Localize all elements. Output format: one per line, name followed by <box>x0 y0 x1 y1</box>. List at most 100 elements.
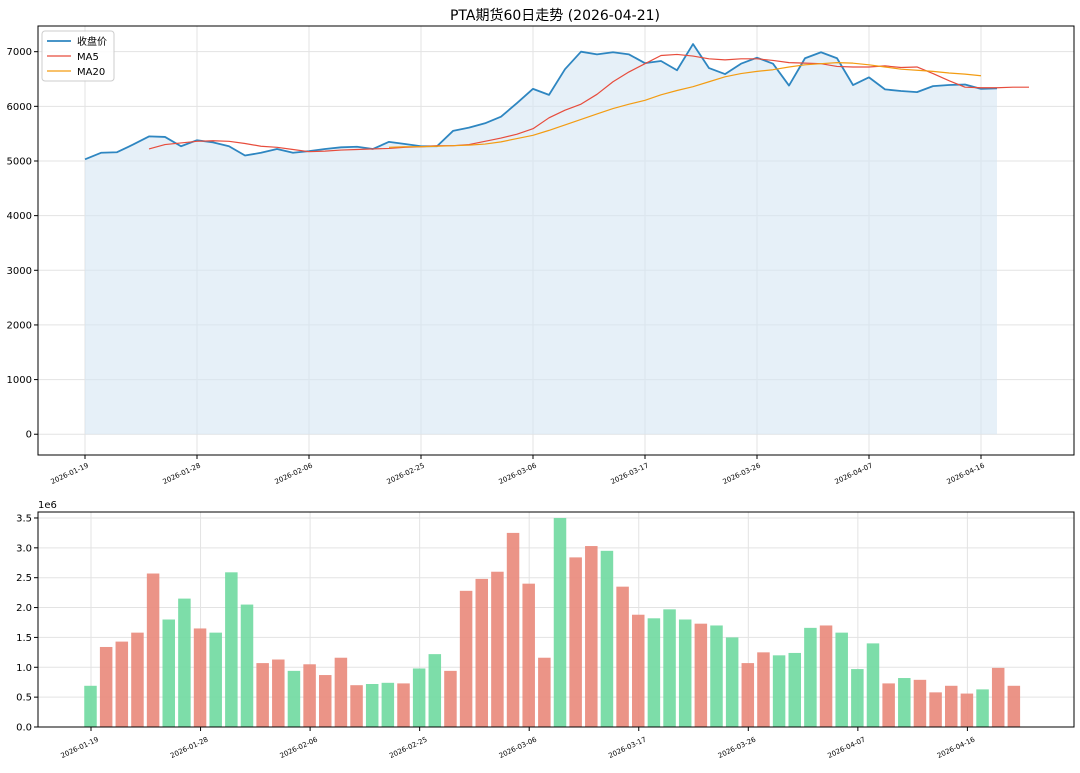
volume-xtick-label: 2026-03-26 <box>717 735 758 760</box>
volume-bar <box>240 604 254 727</box>
volume-xtick-label: 2026-01-28 <box>169 736 209 760</box>
volume-bar <box>898 678 911 727</box>
volume-bar <box>553 517 567 727</box>
legend-label: 收盘价 <box>77 35 107 48</box>
volume-bar <box>256 663 269 727</box>
chart-title: PTA期货60日走势 (2026-04-21) <box>450 7 660 24</box>
legend-label: MA5 <box>77 52 99 63</box>
price-ytick-label: 4000 <box>7 211 32 222</box>
volume-bar <box>115 641 129 727</box>
volume-bar <box>162 619 175 727</box>
volume-bar <box>475 578 488 727</box>
volume-bar <box>991 667 1005 727</box>
volume-ytick-label: 2.0 <box>16 603 32 614</box>
volume-bar <box>585 546 598 727</box>
volume-bar <box>365 684 379 727</box>
price-ytick-label: 2000 <box>7 320 32 331</box>
volume-bar <box>772 655 786 727</box>
volume-bar <box>428 654 442 727</box>
volume-bar <box>647 618 661 727</box>
volume-bar <box>788 652 801 727</box>
volume-ytick-label: 3.0 <box>16 543 32 554</box>
volume-bar <box>569 557 582 727</box>
price-xtick-label: 2026-04-16 <box>946 461 987 486</box>
volume-bar <box>459 590 473 727</box>
price-xtick-label: 2026-03-06 <box>498 461 539 486</box>
price-xtick-label: 2026-03-26 <box>722 461 763 486</box>
volume-bar <box>1007 685 1021 727</box>
volume-bar <box>99 646 113 727</box>
volume-bar <box>725 637 739 727</box>
volume-bar <box>757 652 770 727</box>
price-ytick-label: 3000 <box>7 266 32 277</box>
legend-label: MA20 <box>77 67 105 78</box>
price-xtick-label: 2026-01-19 <box>50 462 90 486</box>
volume-ytick-label: 1.5 <box>16 633 32 644</box>
volume-ytick-label: 1.0 <box>16 663 32 674</box>
price-xtick-label: 2026-03-17 <box>610 462 650 486</box>
volume-xtick-label: 2026-03-06 <box>498 735 539 760</box>
volume-bar <box>178 598 191 727</box>
volume-ytick-label: 3.5 <box>16 513 32 524</box>
volume-xtick-label: 2026-04-07 <box>826 736 866 760</box>
volume-bar <box>819 625 833 727</box>
volume-bar <box>444 670 457 727</box>
volume-bar <box>350 685 363 727</box>
volume-xtick-label: 2026-01-19 <box>60 736 100 760</box>
volume-bar <box>678 619 692 727</box>
volume-bar <box>600 550 614 727</box>
price-xtick-label: 2026-02-06 <box>274 461 315 486</box>
volume-xtick-label: 2026-04-16 <box>936 735 977 760</box>
price-ytick-label: 1000 <box>7 375 32 386</box>
volume-ytick-label: 0.5 <box>16 693 32 704</box>
volume-xtick-label: 2026-02-06 <box>279 735 320 760</box>
series-line-close <box>84 43 998 161</box>
volume-bar <box>303 664 316 727</box>
price-xtick-label: 2026-04-07 <box>834 462 874 486</box>
volume-bar <box>538 657 551 727</box>
volume-bar <box>381 682 395 727</box>
volume-bar <box>412 668 426 727</box>
volume-bar <box>913 679 927 727</box>
volume-bar <box>225 572 238 727</box>
volume-ytick-label: 2.5 <box>16 573 32 584</box>
volume-ytick-label: 0.0 <box>16 723 32 734</box>
volume-bar <box>882 683 895 727</box>
volume-bar <box>506 532 520 727</box>
volume-bar <box>694 623 708 727</box>
volume-bar <box>193 628 207 727</box>
volume-bar <box>287 670 301 727</box>
price-xtick-label: 2026-01-28 <box>162 462 202 486</box>
volume-bar <box>663 609 676 727</box>
volume-axes-frame <box>37 511 1075 728</box>
volume-y-multiplier: 1e6 <box>38 500 57 511</box>
legend: 收盘价 MA5 MA20 <box>41 30 115 82</box>
volume-bar <box>945 685 958 727</box>
close-area-fill <box>85 44 997 435</box>
price-xtick-label: 2026-02-25 <box>386 462 426 486</box>
volume-bar <box>976 689 989 727</box>
legend-box <box>41 30 115 82</box>
price-ytick-label: 0 <box>26 430 32 441</box>
volume-bar <box>491 571 504 727</box>
volume-bar <box>710 625 723 727</box>
volume-bar <box>146 573 160 727</box>
volume-bar <box>741 663 755 727</box>
volume-bar <box>209 632 222 727</box>
volume-bar <box>84 685 97 727</box>
volume-bar <box>522 583 535 727</box>
volume-bar <box>131 632 144 727</box>
volume-bar <box>866 643 880 727</box>
price-ytick-label: 5000 <box>7 156 32 167</box>
volume-bar <box>804 627 817 727</box>
volume-bar <box>334 657 348 727</box>
volume-bar <box>851 669 864 727</box>
volume-bar <box>616 586 629 727</box>
volume-bar <box>960 693 974 727</box>
volume-xtick-label: 2026-02-25 <box>388 736 428 760</box>
volume-chart: 0.0 0.5 1.0 1.5 2.0 2.5 3.0 3.5 2026-01-19 2026-0… <box>16 500 1075 760</box>
series-line-ma20 <box>388 62 982 148</box>
volume-bar <box>319 675 332 727</box>
